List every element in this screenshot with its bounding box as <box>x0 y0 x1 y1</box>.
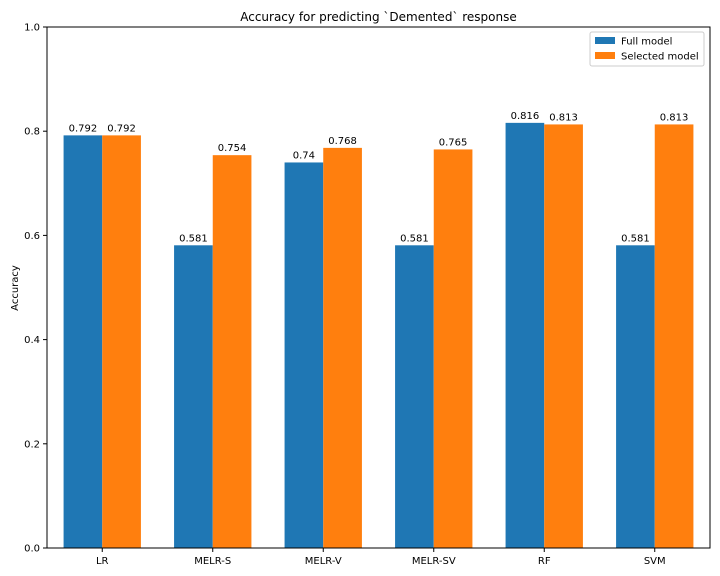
bar-value-label: 0.581 <box>400 233 429 244</box>
legend-swatch-selected <box>595 52 615 59</box>
bar-value-label: 0.74 <box>293 150 315 161</box>
y-tick-label: 0.6 <box>24 231 40 242</box>
chart-title: Accuracy for predicting `Demented` respo… <box>240 10 517 24</box>
y-axis-label: Accuracy <box>10 265 21 311</box>
legend: Full model Selected model <box>589 31 705 67</box>
bar-selected-melr-sv <box>433 149 473 548</box>
legend-frame <box>589 31 705 67</box>
bar-value-label: 0.581 <box>179 233 208 244</box>
x-tick-label: LR <box>96 556 109 567</box>
x-axis: LR MELR-S MELR-V MELR-SV RF SVM <box>96 548 666 567</box>
x-tick-label: RF <box>538 556 551 567</box>
bar-selected-svm <box>654 124 694 549</box>
bar-full-melr-sv <box>395 245 434 549</box>
legend-label-selected: Selected model <box>621 52 699 63</box>
y-tick-label: 1.0 <box>24 23 40 34</box>
bar-value-label: 0.792 <box>107 123 136 134</box>
plot-frame <box>46 26 711 549</box>
x-tick-label: SVM <box>644 556 666 567</box>
x-tick-label: MELR-V <box>305 556 342 567</box>
bar-selected-rf <box>544 124 583 549</box>
bar-full-svm <box>616 245 655 549</box>
bar-value-label: 0.754 <box>218 143 247 154</box>
y-tick-label: 0.4 <box>24 335 40 346</box>
bar-full-melr-s <box>174 245 213 549</box>
x-tick-label: MELR-SV <box>412 556 456 567</box>
bar-selected-melr-v <box>323 147 362 548</box>
bar-value-label: 0.581 <box>621 233 650 244</box>
y-tick-label: 0.8 <box>24 127 40 138</box>
legend-swatch-full <box>595 37 615 44</box>
bar-labels-group: 0.792 0.792 0.581 0.754 0.74 0.768 0.581 0.765 0… <box>69 111 689 244</box>
bar-full-rf <box>505 122 545 549</box>
bar-full-melr-v <box>284 162 324 548</box>
bar-value-label: 0.792 <box>69 123 98 134</box>
bar-value-label: 0.816 <box>511 111 540 122</box>
bar-value-label: 0.813 <box>549 112 578 123</box>
y-axis: 0.0 0.2 0.4 0.6 0.8 1.0 <box>24 23 47 555</box>
y-tick-label: 0.0 <box>24 544 40 555</box>
bar-selected-melr-s <box>212 155 252 549</box>
x-tick-label: MELR-S <box>194 556 231 567</box>
legend-label-full: Full model <box>621 37 672 48</box>
bar-full-lr <box>63 135 103 548</box>
y-tick-label: 0.2 <box>24 439 40 450</box>
bar-value-label: 0.813 <box>660 112 689 123</box>
bars-group <box>63 122 694 549</box>
bar-value-label: 0.765 <box>439 137 468 148</box>
bar-selected-lr <box>102 135 141 548</box>
bar-value-label: 0.768 <box>328 136 357 147</box>
